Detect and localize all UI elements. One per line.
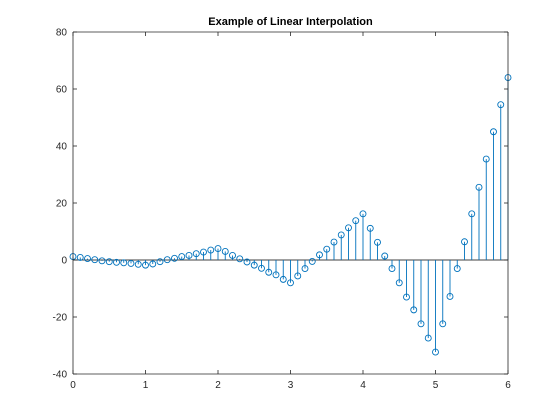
stem-marker — [84, 255, 91, 263]
stem-marker — [156, 258, 164, 266]
stem-marker — [91, 256, 99, 264]
stem-marker — [468, 210, 476, 218]
stem-marker — [337, 231, 345, 239]
stem-marker — [98, 257, 106, 265]
stem-marker — [490, 128, 497, 136]
stem-marker — [352, 217, 360, 225]
stem-marker — [424, 334, 432, 342]
stem-marker — [250, 261, 258, 269]
stem-marker — [308, 257, 316, 265]
y-tick-label: 40 — [56, 142, 68, 153]
stem-marker — [105, 258, 113, 266]
stem-marker — [453, 265, 461, 272]
chart-title: Example of Linear Interpolation — [208, 16, 373, 28]
stem-marker — [243, 258, 251, 266]
stem-marker — [475, 183, 483, 191]
stem-marker — [323, 245, 331, 253]
stem-marker — [229, 251, 236, 259]
y-tick-label: 60 — [56, 85, 68, 96]
stem-marker — [113, 258, 120, 266]
stem-marker — [381, 252, 389, 260]
stem-marker — [120, 259, 128, 267]
stem-marker — [366, 224, 374, 232]
stem-marker — [142, 261, 149, 269]
stem-marker — [439, 320, 447, 328]
x-tick-label: 1 — [143, 380, 149, 391]
y-tick-label: -40 — [53, 370, 68, 381]
stem-marker — [134, 260, 142, 268]
ticks-layer: 0 1 2 3 4 5 6 -40 -20 0 20 40 60 80 — [53, 28, 512, 392]
y-tick-label: 20 — [56, 199, 68, 210]
markers-layer — [69, 74, 512, 356]
stem-marker — [207, 246, 215, 254]
stem-marker — [185, 251, 193, 259]
stem-marker — [236, 255, 244, 263]
stem-marker — [395, 279, 403, 287]
stem-marker — [265, 268, 273, 276]
x-tick-label: 2 — [215, 380, 221, 391]
stem-marker — [403, 293, 410, 301]
y-tick-label: 80 — [56, 28, 68, 39]
stem-marker — [417, 320, 425, 328]
stem-marker — [461, 238, 468, 246]
stem-marker — [345, 224, 352, 232]
stem-marker — [446, 293, 454, 300]
stem-marker — [316, 251, 323, 259]
stem-marker — [171, 254, 178, 262]
x-tick-label: 0 — [70, 380, 76, 391]
y-tick-label: 0 — [61, 256, 67, 267]
stem-marker — [214, 245, 222, 253]
stem-marker — [330, 238, 338, 246]
stem-marker — [497, 101, 505, 109]
stem-marker — [200, 248, 207, 256]
stem-marker — [149, 260, 157, 268]
stem-marker — [163, 256, 171, 264]
stem-marker — [178, 253, 186, 261]
stem-marker — [287, 279, 294, 287]
stem-marker — [258, 264, 265, 272]
stem-marker — [127, 259, 135, 267]
stem-marker — [388, 265, 396, 272]
x-tick-label: 6 — [505, 380, 511, 391]
stem-marker — [221, 247, 229, 255]
stem-marker — [294, 272, 302, 280]
stem-marker — [432, 348, 439, 356]
x-tick-label: 3 — [288, 380, 294, 391]
stem-marker — [359, 210, 367, 218]
stem-marker — [279, 275, 287, 283]
stem-marker — [301, 265, 309, 272]
stem-marker — [76, 253, 84, 261]
y-tick-label: -20 — [53, 313, 68, 324]
stem-marker — [272, 271, 280, 279]
stem-marker — [410, 306, 418, 314]
x-tick-label: 5 — [433, 380, 439, 391]
stem-marker — [482, 155, 490, 163]
stem-marker — [374, 238, 381, 246]
stem-marker — [192, 250, 200, 258]
x-tick-label: 4 — [360, 380, 366, 391]
